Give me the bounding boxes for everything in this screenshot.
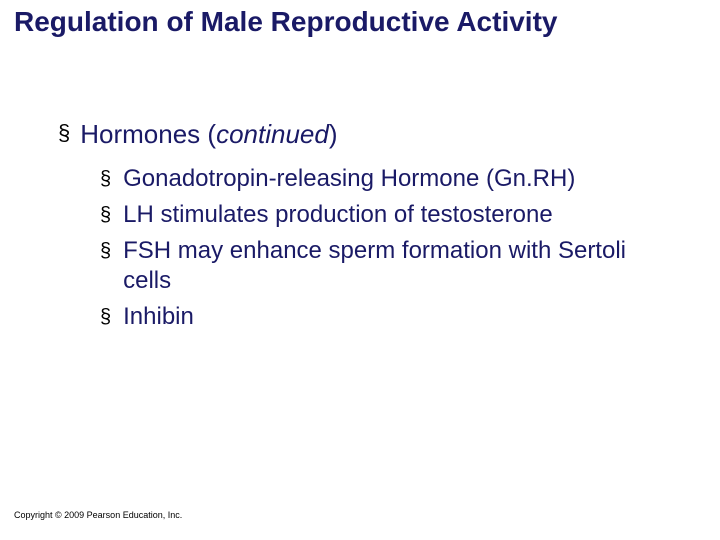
level2-item: § Inhibin [100,302,680,332]
slide: Regulation of Male Reproductive Activity… [0,0,720,540]
copyright-text: Copyright © 2009 Pearson Education, Inc. [14,510,182,520]
level1-block: § Hormones (continued) § Gonadotropin-re… [58,118,680,338]
level2-text: LH stimulates production of testosterone [123,200,553,230]
level1-text: Hormones (continued) [80,118,337,150]
level2-item: § Gonadotropin-releasing Hormone (Gn.RH) [100,164,680,194]
level1-text-post: ) [329,119,338,149]
level2-item: § FSH may enhance sperm formation with S… [100,236,680,296]
level2-text: FSH may enhance sperm formation with Ser… [123,236,663,296]
level1-text-pre: Hormones ( [80,119,216,149]
bullet-icon: § [58,118,70,148]
level2-item: § LH stimulates production of testostero… [100,200,680,230]
level1-item: § Hormones (continued) [58,118,680,150]
bullet-icon: § [100,200,111,230]
level1-text-italic: continued [216,119,329,149]
slide-title: Regulation of Male Reproductive Activity [14,6,706,38]
level2-text: Inhibin [123,302,194,332]
level2-block: § Gonadotropin-releasing Hormone (Gn.RH)… [100,164,680,332]
bullet-icon: § [100,236,111,266]
bullet-icon: § [100,164,111,194]
level2-text: Gonadotropin-releasing Hormone (Gn.RH) [123,164,575,194]
bullet-icon: § [100,302,111,332]
